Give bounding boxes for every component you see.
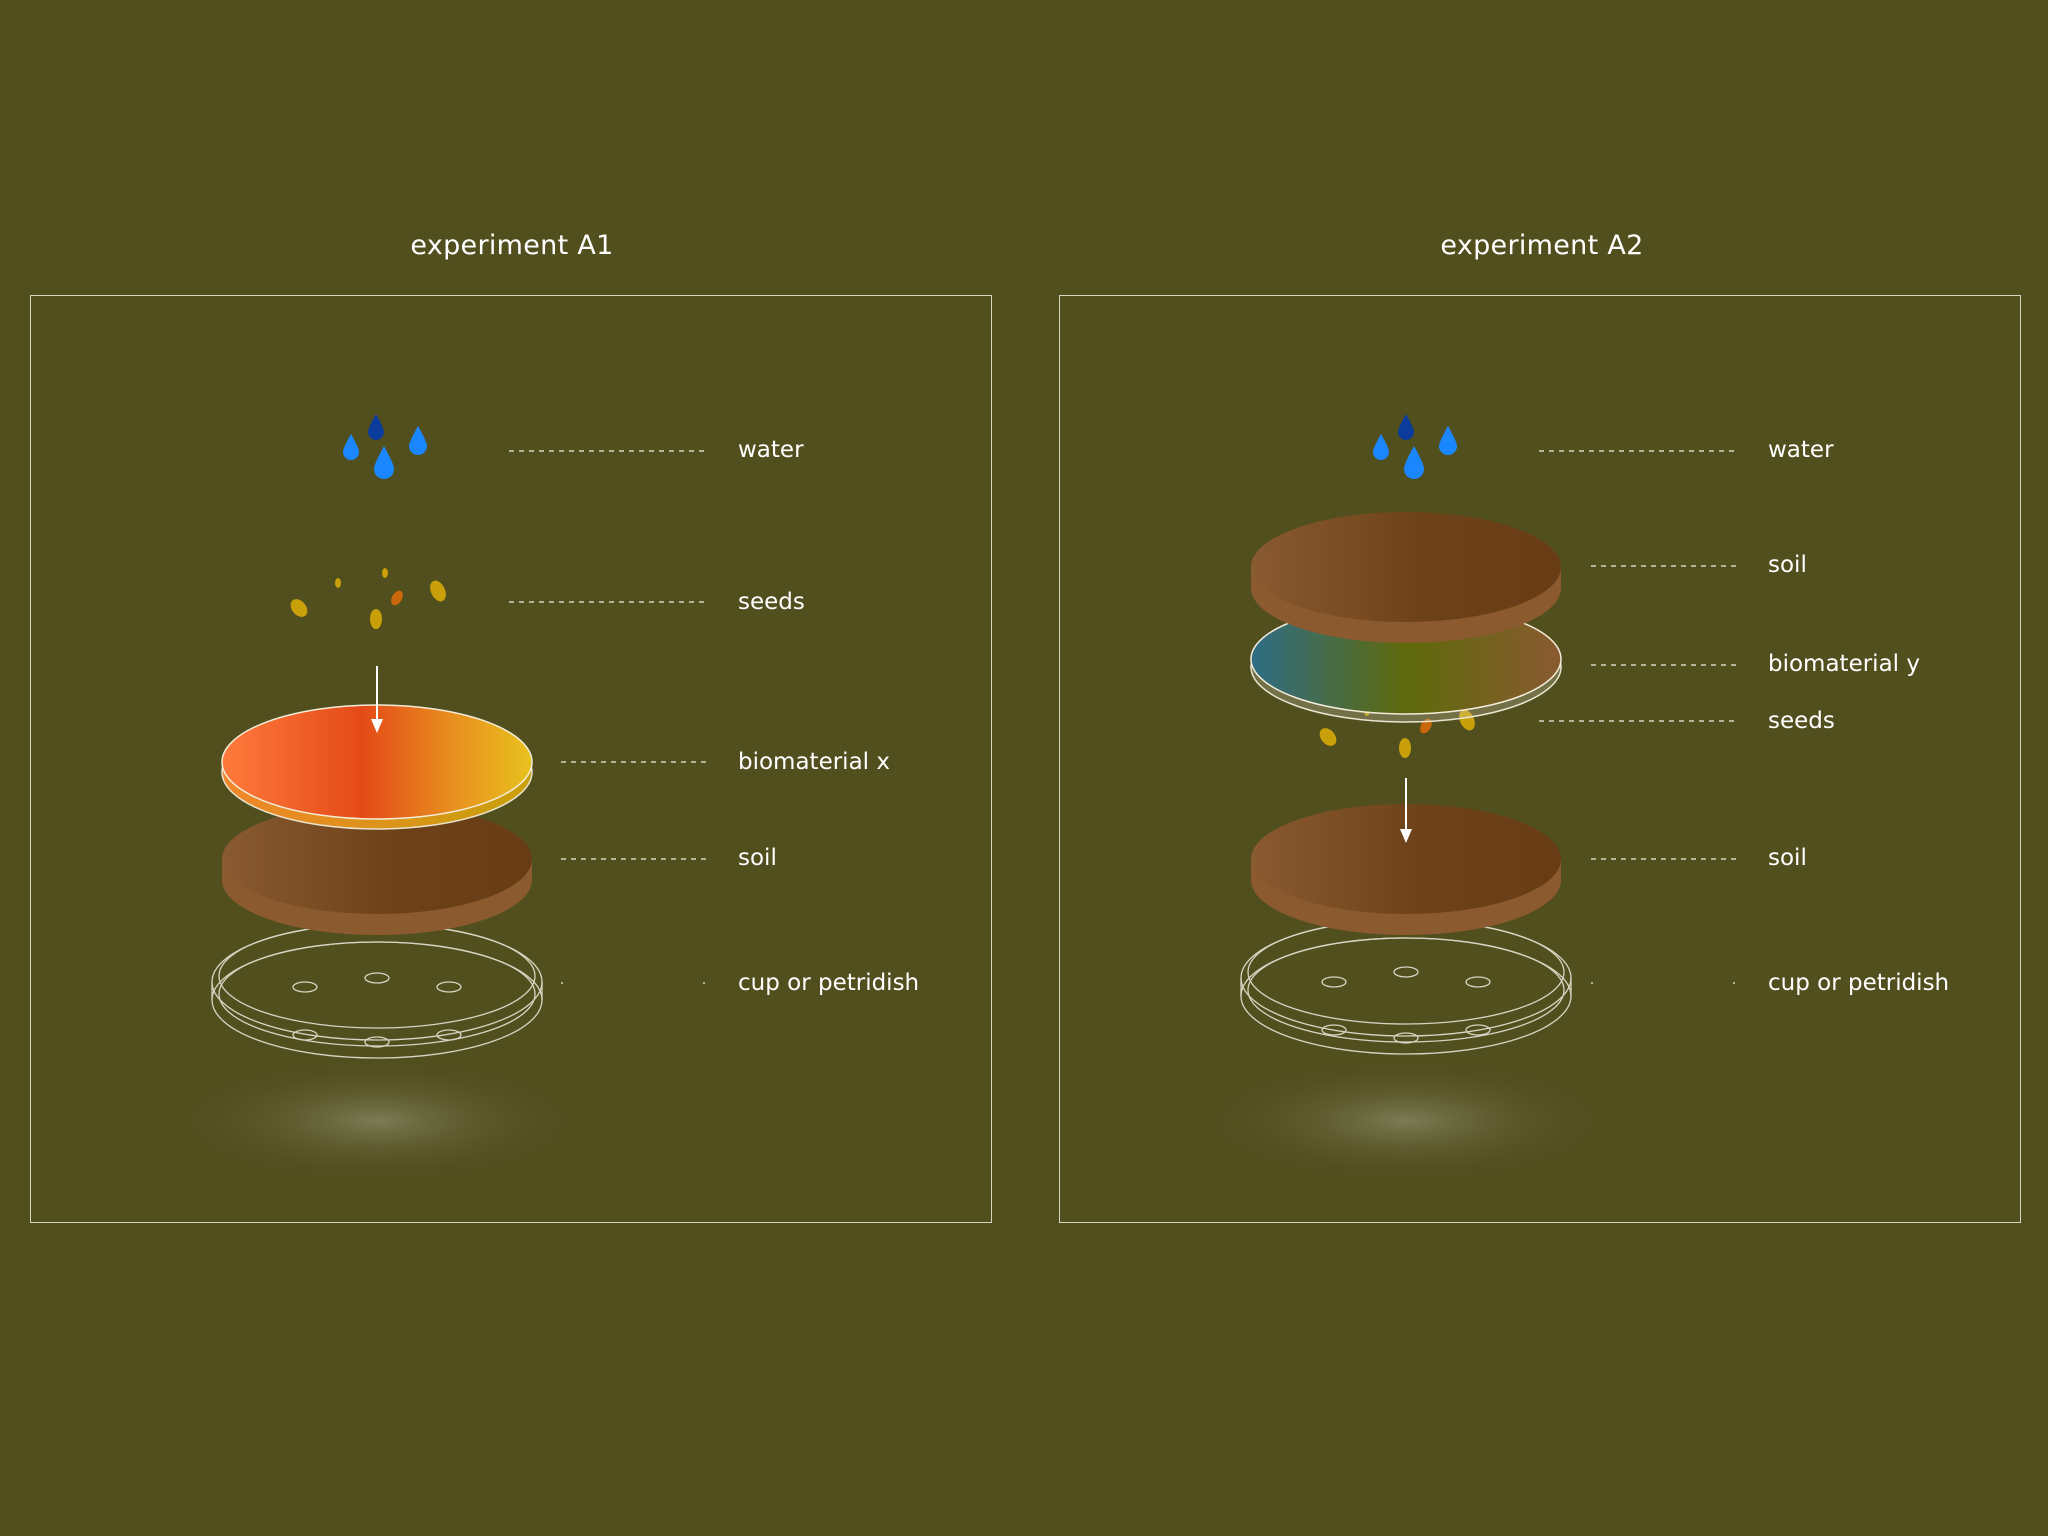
water-drops-icon — [1373, 414, 1457, 479]
petridish-icon — [211, 923, 543, 1059]
label-soil: soil — [738, 845, 777, 871]
label-seeds: seeds — [738, 589, 805, 615]
label-seeds: seeds — [1768, 708, 1835, 734]
experiment-a1-panel: water seeds biomaterial x soil cup or pe… — [30, 295, 992, 1223]
down-arrow-icon — [1400, 778, 1412, 843]
experiment-a1-title: experiment A1 — [410, 230, 614, 261]
dish-shadow — [177, 1061, 577, 1181]
seeds-icon — [290, 568, 446, 629]
soil-disc — [222, 804, 532, 935]
water-drops-icon — [343, 414, 427, 479]
label-dish: cup or petridish — [738, 970, 920, 996]
label-soil-top: soil — [1768, 552, 1807, 578]
petridish-icon — [1240, 919, 1572, 1055]
experiment-a2-title: experiment A2 — [1440, 230, 1644, 261]
soil-disc-upper — [1251, 512, 1561, 643]
dish-shadow — [1206, 1061, 1606, 1181]
soil-disc-lower — [1251, 804, 1561, 935]
label-soil: soil — [1768, 845, 1807, 871]
label-water: water — [1768, 437, 1834, 463]
experiment-a1-diagram — [177, 414, 707, 1181]
label-biomaterial: biomaterial y — [1768, 651, 1920, 677]
label-water: water — [738, 437, 804, 463]
label-biomaterial: biomaterial x — [738, 749, 890, 775]
biomaterial-x-disc — [221, 704, 533, 830]
down-arrow-icon — [371, 666, 383, 733]
experiment-a2-panel: water soil biomaterial y seeds soil cup … — [1059, 295, 2021, 1223]
label-dish: cup or petridish — [1768, 970, 1950, 996]
experiment-a2-diagram — [1206, 414, 1737, 1181]
